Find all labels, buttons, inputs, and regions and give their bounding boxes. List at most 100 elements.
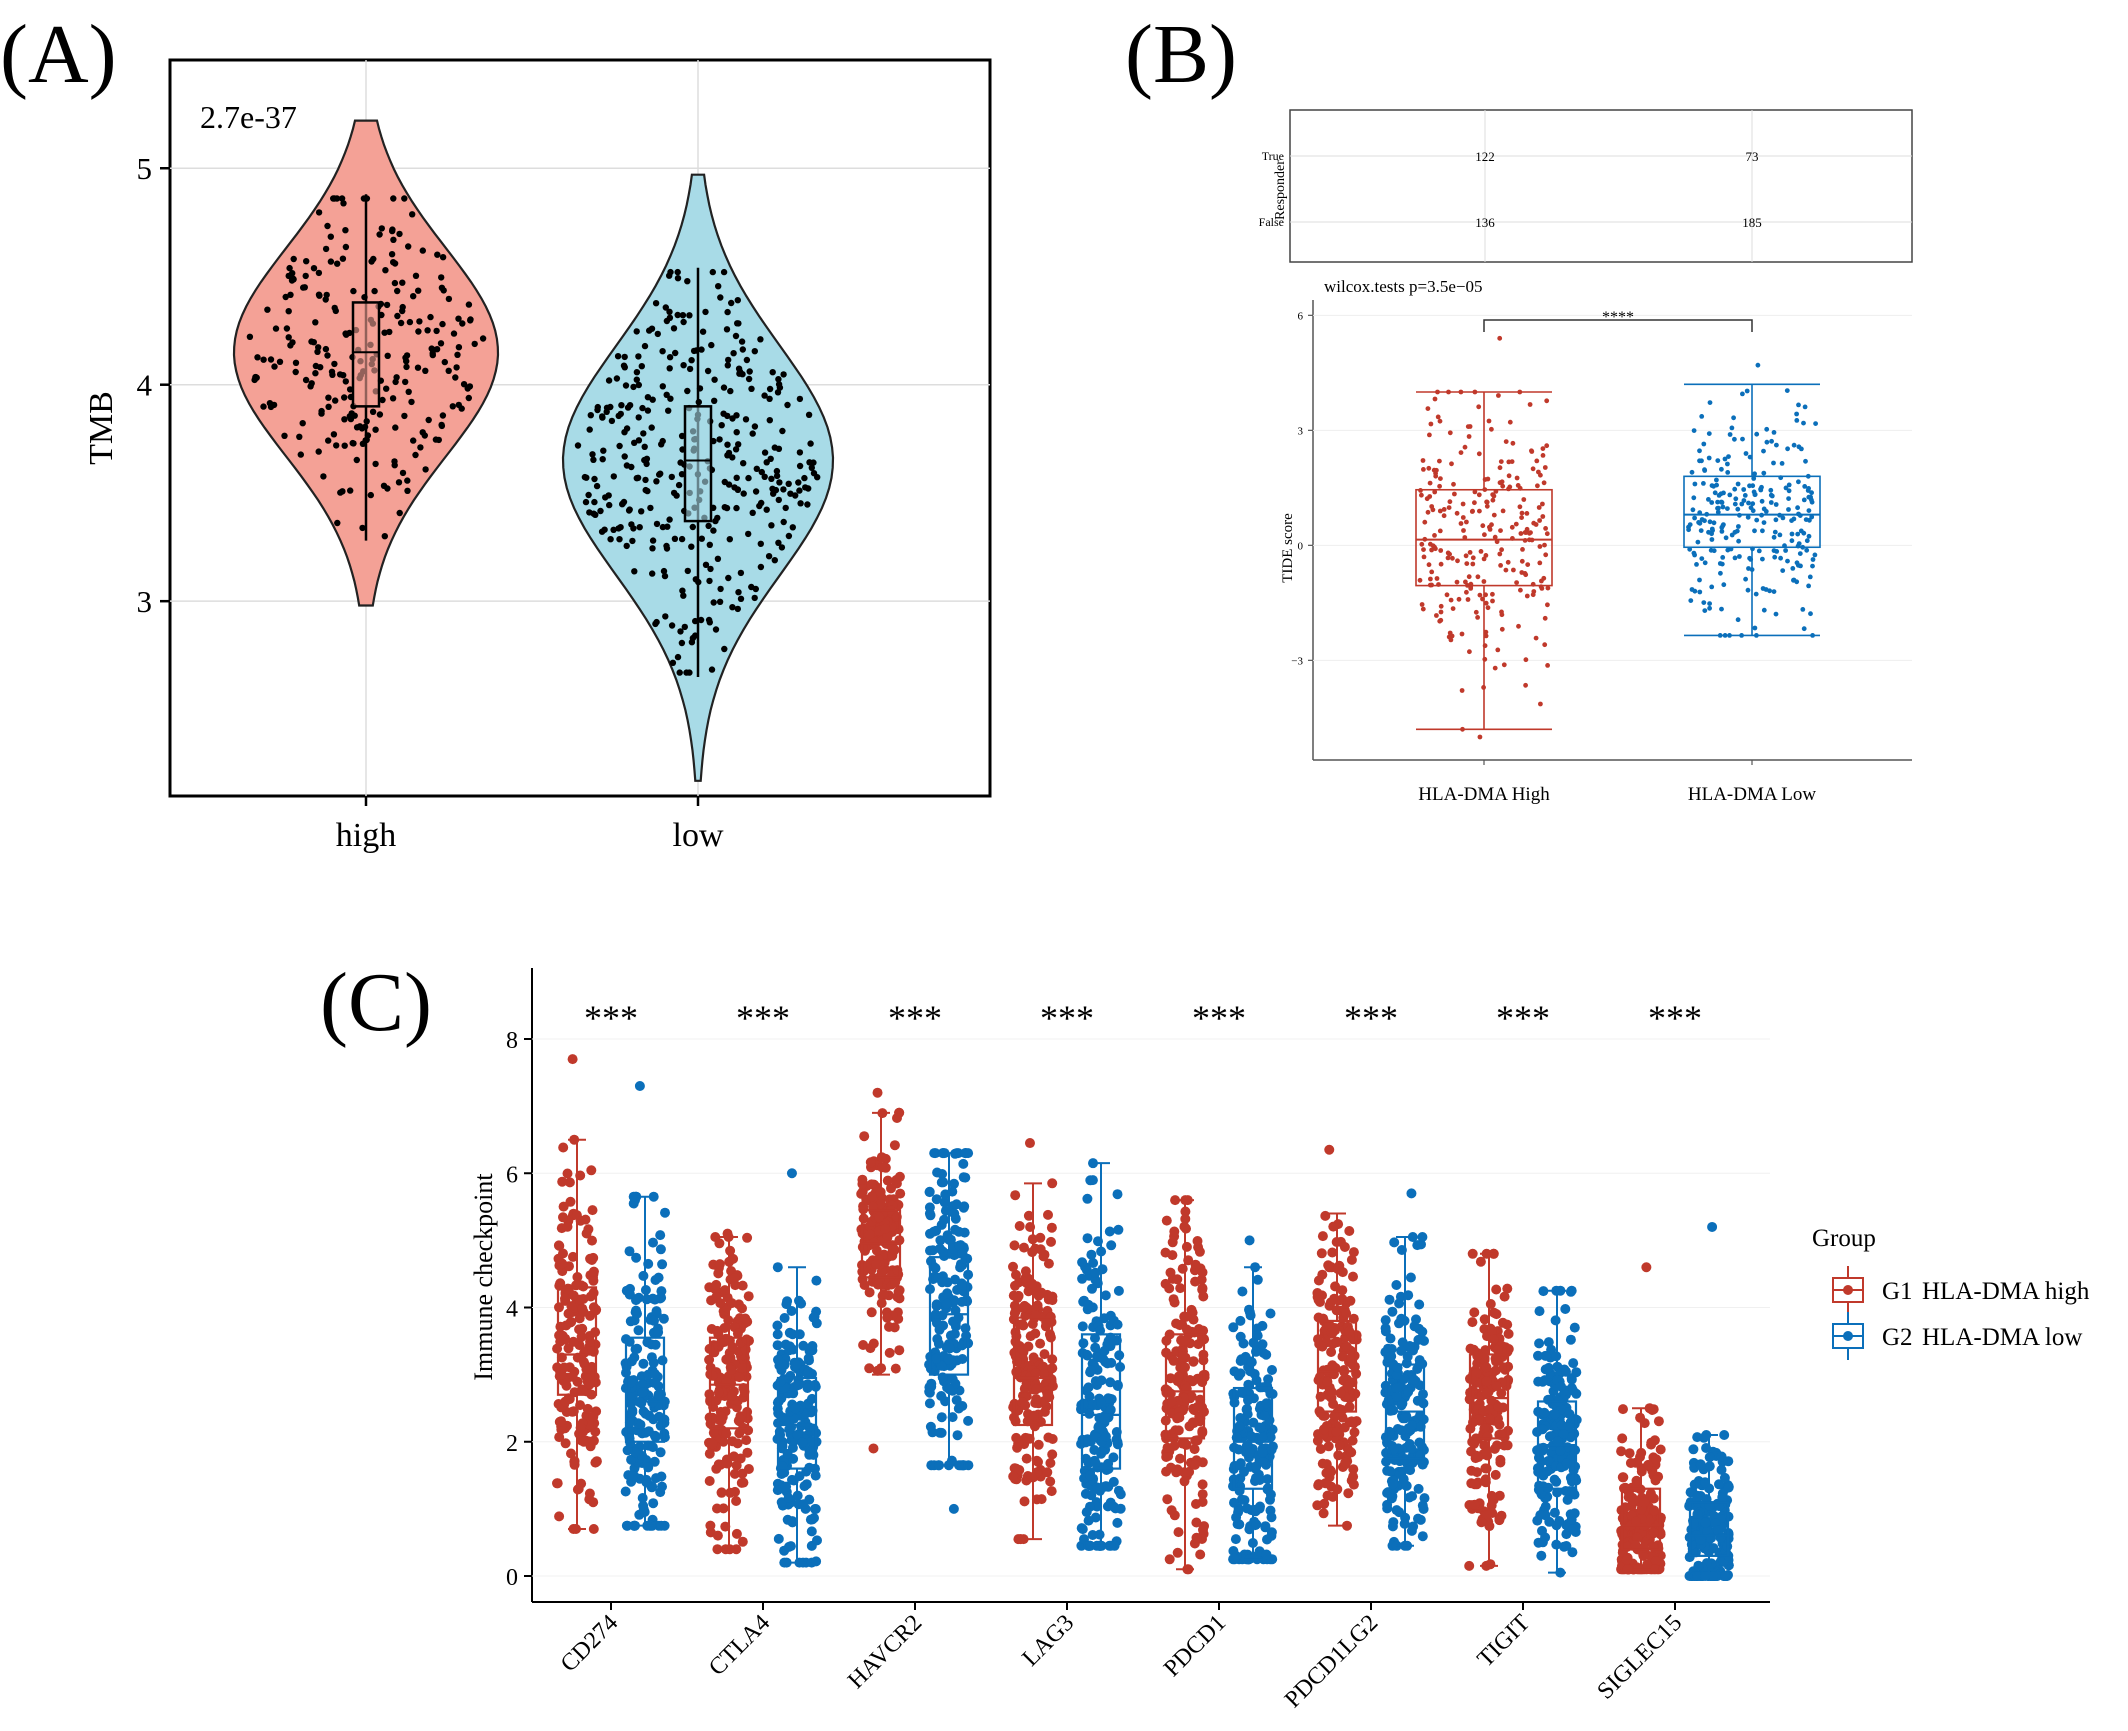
- point-high: [399, 307, 406, 315]
- point-HLA-DMA Low: [1786, 482, 1792, 488]
- point-HLA-DMA High: [1500, 508, 1506, 514]
- point-SIGLEC15: [1714, 1479, 1724, 1490]
- point-HAVCR2: [958, 1172, 969, 1183]
- x-tick-label-PDCD1LG2: PDCD1LG2: [1280, 1610, 1383, 1713]
- point-SIGLEC15: [1717, 1492, 1728, 1503]
- point-low: [644, 407, 652, 414]
- point-CTLA4: [797, 1437, 808, 1448]
- point-PDCD1LG2: [1335, 1388, 1346, 1399]
- point-high: [439, 412, 447, 419]
- point-HLA-DMA Low: [1746, 566, 1751, 571]
- point-CTLA4: [726, 1364, 737, 1375]
- legend-key-G1: G1: [1882, 1278, 1913, 1305]
- point-low: [649, 537, 657, 544]
- point-TIGIT: [1550, 1315, 1561, 1326]
- point-PDCD1: [1191, 1532, 1202, 1543]
- point-HAVCR2: [866, 1179, 877, 1190]
- point-SIGLEC15: [1649, 1505, 1660, 1516]
- point-low: [666, 308, 673, 315]
- point-CTLA4: [811, 1275, 822, 1286]
- point-CD274: [649, 1456, 660, 1467]
- point-LAG3: [1098, 1353, 1109, 1364]
- point-CD274: [562, 1168, 573, 1179]
- point-HLA-DMA Low: [1699, 556, 1705, 561]
- point-HAVCR2: [957, 1354, 968, 1364]
- point-low: [629, 537, 636, 545]
- point-HLA-DMA High: [1467, 550, 1473, 555]
- point-HLA-DMA High: [1430, 543, 1436, 549]
- box-SIGLEC15-G2: [1688, 1501, 1730, 1557]
- point-TIGIT: [1482, 1431, 1493, 1442]
- point-PDCD1LG2: [1346, 1447, 1357, 1458]
- point-high: [297, 451, 304, 458]
- point-low: [594, 403, 601, 411]
- point-low: [688, 639, 696, 646]
- point-low: [666, 516, 673, 523]
- point-PDCD1LG2: [1413, 1334, 1424, 1345]
- point-high: [465, 394, 472, 402]
- point-high: [391, 462, 398, 469]
- point-PDCD1: [1162, 1494, 1173, 1505]
- point-LAG3: [1085, 1540, 1096, 1551]
- point-CD274: [558, 1201, 569, 1212]
- point-CD274: [558, 1248, 568, 1259]
- point-PDCD1: [1233, 1370, 1244, 1381]
- point-low: [724, 452, 731, 459]
- point-LAG3: [1033, 1439, 1044, 1450]
- point-HAVCR2: [934, 1460, 945, 1471]
- point-HAVCR2: [955, 1262, 966, 1273]
- point-low: [751, 348, 758, 355]
- point-PDCD1: [1236, 1494, 1247, 1505]
- point-low: [644, 394, 652, 401]
- point-HLA-DMA High: [1537, 560, 1543, 566]
- point-PDCD1: [1169, 1440, 1180, 1451]
- box-HLA-DMA Low: [1683, 475, 1821, 549]
- point-high: [396, 230, 403, 238]
- point-PDCD1: [1195, 1549, 1206, 1560]
- point-LAG3: [1083, 1382, 1094, 1393]
- point-low: [782, 504, 789, 512]
- point-LAG3: [1099, 1415, 1110, 1425]
- point-low: [668, 473, 675, 481]
- point-HAVCR2: [884, 1321, 894, 1332]
- point-PDCD1LG2: [1340, 1457, 1351, 1468]
- point-HAVCR2: [884, 1347, 895, 1358]
- point-CTLA4: [808, 1312, 819, 1323]
- point-HLA-DMA High: [1470, 561, 1476, 567]
- point-CTLA4: [742, 1232, 753, 1243]
- point-high: [467, 317, 474, 324]
- point-HLA-DMA High: [1456, 596, 1462, 602]
- point-PDCD1LG2: [1405, 1465, 1416, 1476]
- point-TIGIT: [1480, 1345, 1491, 1356]
- point-HLA-DMA Low: [1812, 552, 1818, 558]
- x-tick-label: HLA-DMA Low: [1688, 784, 1817, 805]
- point-HLA-DMA Low: [1719, 561, 1725, 567]
- point-PDCD1LG2: [1348, 1247, 1359, 1258]
- point-low: [652, 300, 660, 307]
- point-PDCD1: [1246, 1357, 1257, 1368]
- point-HLA-DMA High: [1437, 508, 1443, 514]
- point-PDCD1: [1252, 1274, 1263, 1285]
- point-HLA-DMA Low: [1725, 506, 1730, 511]
- point-low: [715, 283, 722, 290]
- point-low: [757, 540, 764, 547]
- box-CD274-G2: [624, 1336, 666, 1443]
- point-HLA-DMA High: [1445, 555, 1451, 561]
- point-HLA-DMA High: [1460, 515, 1466, 520]
- point-TIGIT: [1502, 1283, 1513, 1294]
- point-low: [724, 412, 731, 420]
- point-HLA-DMA Low: [1709, 584, 1715, 590]
- point-HLA-DMA High: [1438, 603, 1444, 609]
- point-SIGLEC15: [1643, 1459, 1654, 1470]
- point-LAG3: [1112, 1319, 1123, 1330]
- point-HLA-DMA Low: [1806, 508, 1812, 513]
- point-low: [662, 613, 669, 620]
- point-high: [332, 397, 339, 404]
- point-HLA-DMA High: [1523, 682, 1528, 688]
- point-HLA-DMA High: [1537, 518, 1542, 523]
- significance-label: ***: [1040, 998, 1094, 1038]
- point-low: [643, 455, 651, 462]
- point-low: [734, 297, 741, 304]
- point-low: [614, 353, 622, 360]
- point-HLA-DMA High: [1483, 633, 1489, 639]
